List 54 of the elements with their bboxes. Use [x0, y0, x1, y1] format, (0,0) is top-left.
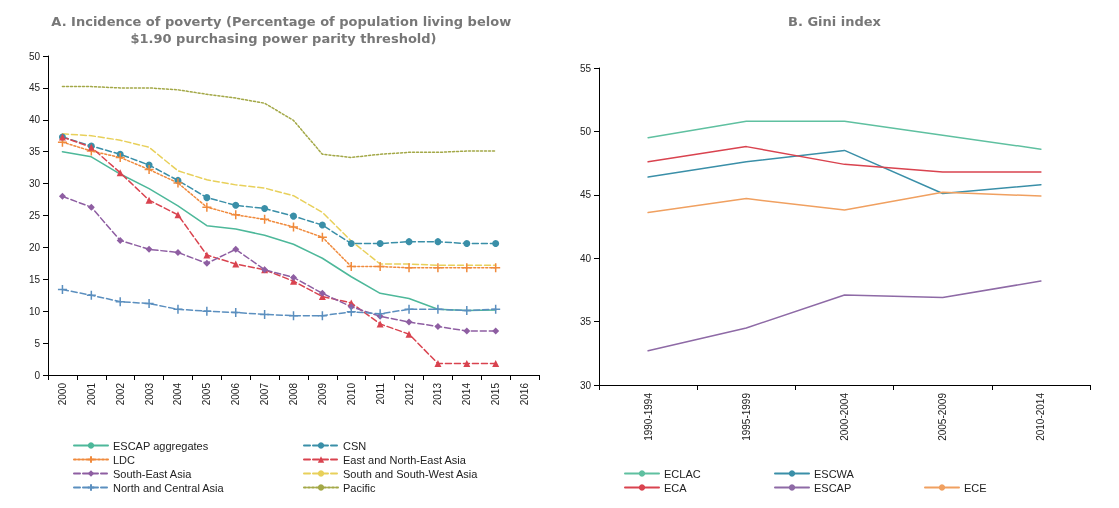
x-tick-label: 2011: [374, 382, 386, 405]
x-tick-label: 2005-2009: [937, 392, 949, 441]
y-tick-label: 15: [28, 273, 41, 285]
x-tick-label: 2016: [519, 382, 531, 406]
x-tick-label: 2000-2004: [839, 392, 850, 441]
legend-label: South and South-West Asia: [343, 467, 479, 480]
x-tick-label: 2005: [201, 382, 213, 406]
legend-label: Pacific: [343, 481, 376, 494]
x-tick-label: 2002: [114, 382, 126, 406]
legend-label: ESCAP: [814, 481, 852, 494]
y-tick-label: 55: [579, 62, 592, 74]
x-tick-label: 2010-2014: [1035, 392, 1047, 441]
y-tick-label: 35: [28, 146, 41, 158]
y-tick-label: 0: [34, 369, 41, 381]
legend-label: ECE: [964, 481, 987, 494]
legend-label: ECA: [664, 481, 688, 494]
y-tick-label: 5: [34, 337, 41, 349]
legend-label: South-East Asia: [113, 467, 193, 480]
y-tick-label: 30: [579, 379, 592, 391]
x-tick-label: 2013: [432, 382, 444, 406]
x-tick-label: 2001: [85, 382, 97, 406]
chart-title: A. Incidence of poverty (Percentage of population living below $1.90 purchasing power parity threshold): [51, 14, 516, 46]
y-tick-label: 20: [28, 241, 41, 253]
legend-label: North and Central Asia: [113, 481, 225, 494]
x-tick-label: 2014: [461, 382, 473, 406]
y-tick-label: 45: [579, 189, 592, 201]
legend-label: LDC: [113, 453, 136, 466]
x-tick-label: 2004: [172, 382, 184, 406]
legend-label: ECLAC: [664, 467, 701, 480]
x-tick-label: 1995-1999: [740, 392, 752, 441]
y-tick-label: 25: [28, 210, 41, 221]
x-tick-label: 2000: [56, 382, 68, 406]
x-tick-label: 2003: [143, 382, 155, 406]
legend-label: ESCWA: [814, 467, 855, 480]
y-tick-label: 40: [579, 252, 592, 264]
y-tick-label: 50: [28, 50, 41, 62]
x-tick-label: 2006: [230, 382, 242, 406]
legend-label: East and North-East Asia: [343, 453, 467, 466]
y-tick-label: 10: [28, 305, 41, 317]
y-tick-label: 45: [28, 82, 41, 94]
x-tick-label: 1990-1994: [642, 392, 654, 441]
chart-title: B. Gini index: [788, 14, 882, 29]
legend-label: CSN: [343, 439, 367, 452]
y-tick-label: 30: [28, 178, 41, 190]
y-tick-label: 40: [28, 114, 41, 126]
x-tick-label: 2010: [345, 382, 357, 406]
x-tick-label: 2009: [316, 382, 328, 406]
x-tick-label: 2015: [490, 382, 502, 406]
y-tick-label: 35: [579, 316, 592, 328]
x-tick-label: 2008: [288, 382, 299, 406]
legend-label: ESCAP aggregates: [113, 439, 209, 452]
y-tick-label: 50: [579, 125, 592, 137]
x-tick-label: 2007: [259, 382, 271, 406]
x-tick-label: 2012: [403, 382, 415, 406]
